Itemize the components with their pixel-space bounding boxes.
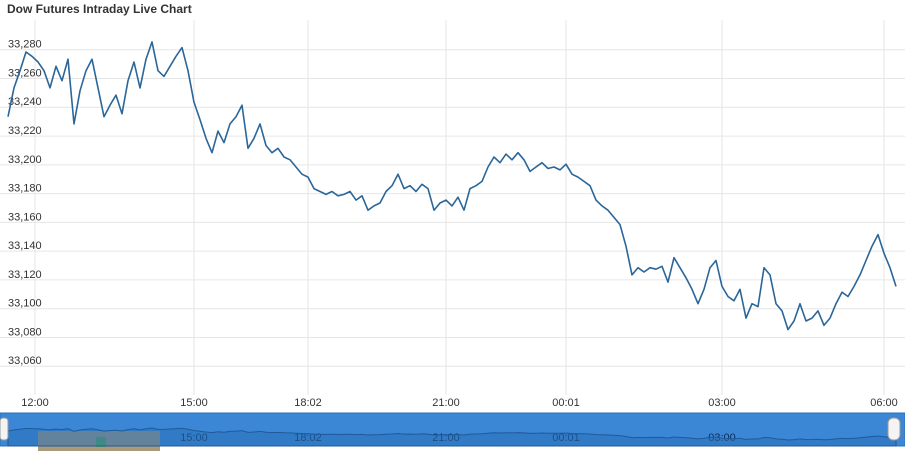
navigator-series: [7, 427, 897, 447]
y-tick-label: 33,280: [8, 39, 42, 51]
x-tick-label: 12:00: [21, 397, 49, 409]
plot: 33,060 33,080 33,100 33,120 33,140 33,160 33,1…: [7, 39, 898, 409]
x-tick-label: 00:01: [552, 397, 580, 409]
price-line: [7, 41, 897, 331]
y-tick-label: 33,160: [8, 211, 42, 223]
x-tick-label: 06:00: [870, 397, 898, 409]
y-tick-label: 33,100: [8, 298, 42, 310]
x-tick-label: 21:00: [432, 397, 460, 409]
y-tick-label: 33,140: [8, 240, 42, 252]
chart-title: Dow Futures Intraday Live Chart: [7, 2, 192, 16]
y-tick-label: 33,080: [8, 326, 42, 338]
navigator-handle-left[interactable]: [0, 417, 9, 441]
grid: [0, 20, 905, 395]
y-tick-label: 33,200: [8, 154, 42, 166]
y-tick-label: 33,180: [8, 183, 42, 195]
x-tick-label: 15:00: [180, 397, 208, 409]
y-tick-label: 33,060: [8, 355, 42, 367]
navigator-handle-right[interactable]: [887, 417, 901, 441]
x-tick-label: 03:00: [708, 397, 736, 409]
y-tick-label: 33,260: [8, 67, 42, 79]
x-tick-label: 18:02: [294, 397, 322, 409]
y-tick-label: 33,240: [8, 96, 42, 108]
y-tick-label: 33,120: [8, 269, 42, 281]
y-tick-label: 33,220: [8, 125, 42, 137]
navigator-handles: [0, 417, 901, 441]
